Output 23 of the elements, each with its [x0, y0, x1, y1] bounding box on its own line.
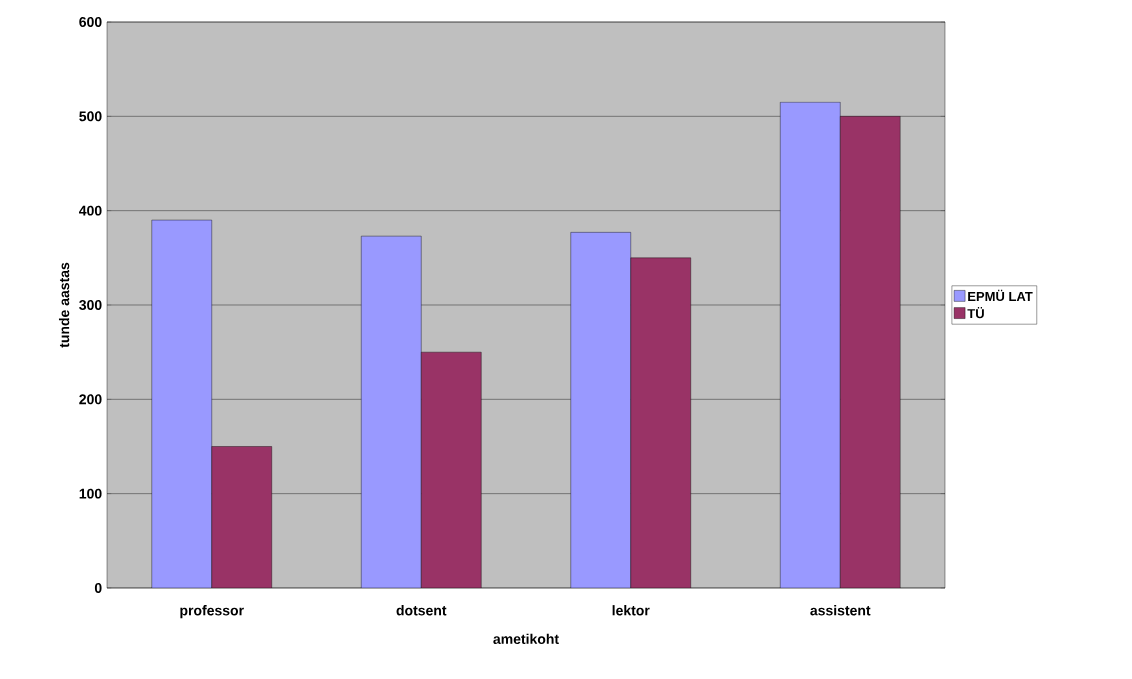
legend-label: TÜ	[967, 306, 984, 319]
x-tick-label: dotsent	[396, 605, 447, 616]
x-tick-label: professor	[180, 605, 244, 619]
y-tick-label: 0	[94, 583, 102, 593]
y-axis-title: tunde aastas	[58, 262, 70, 348]
bar	[780, 101, 841, 588]
bar	[421, 351, 482, 588]
bar	[630, 257, 691, 588]
bar	[211, 446, 272, 588]
y-tick-label: 100	[79, 488, 102, 499]
y-tick-label: 400	[79, 205, 102, 216]
bar	[840, 116, 901, 588]
y-tick-label: 200	[79, 394, 102, 405]
y-tick-label: 500	[79, 111, 102, 122]
legend-label: EPMÜ LAT	[968, 289, 1033, 302]
x-tick-label: assistent	[810, 605, 871, 616]
bar	[151, 219, 212, 588]
x-axis-title: ametikoht	[493, 633, 559, 644]
bar	[361, 235, 422, 588]
x-tick-label: lektor	[612, 605, 650, 616]
bar	[570, 232, 631, 588]
y-tick-label: 600	[79, 17, 102, 27]
y-tick-label: 300	[79, 300, 102, 310]
